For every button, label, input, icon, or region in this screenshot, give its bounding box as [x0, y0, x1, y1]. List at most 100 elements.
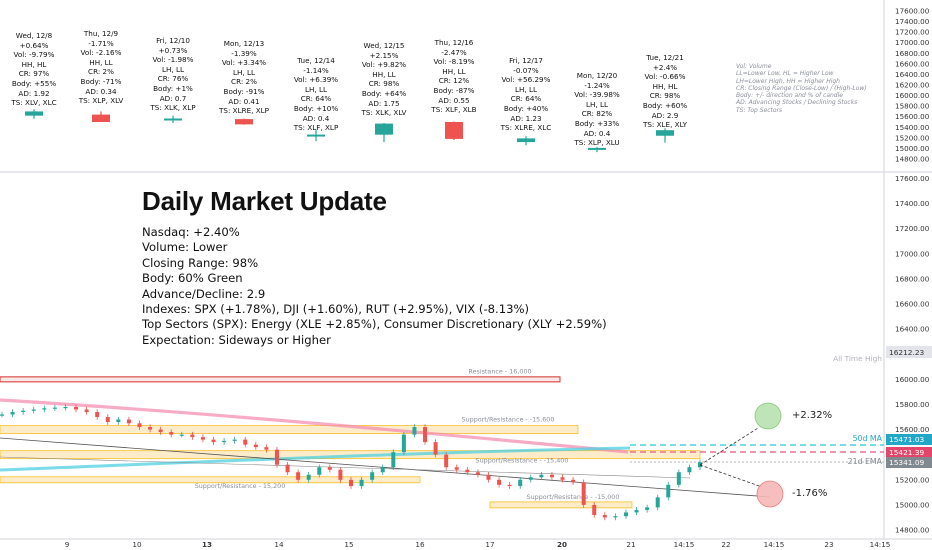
day-annotation-line: -0.07%	[513, 65, 539, 75]
day-annotation-line: HH, LL	[89, 57, 113, 67]
intraday-candle-body	[148, 427, 153, 430]
intraday-candle-body	[507, 484, 512, 487]
day-annotation-line: Vol: -0.66%	[644, 72, 686, 82]
day-annotation-line: AD: 0.41	[228, 96, 260, 106]
x-tick-label: 16	[415, 540, 425, 549]
y-tick-label: 15600.00	[895, 425, 930, 434]
day-annotation-line: Body: +40%	[503, 103, 549, 113]
day-annotation-line: AD: 0.4	[302, 113, 330, 123]
ma50-line	[0, 446, 631, 472]
day-annotation-line: Vol: -9.79%	[13, 50, 55, 60]
day-annotation-line: +0.64%	[19, 40, 49, 50]
day-annotation-line: AD: 0.34	[85, 86, 117, 96]
legend-notes: Vol: Volume LL=Lower Low, HL = Higher Lo…	[736, 63, 867, 114]
intraday-candle-body	[676, 472, 681, 485]
day-annotation-line: AD: 0.4	[583, 128, 611, 138]
intraday-candle-body	[158, 429, 163, 433]
day-annotation-line: Fri, 12/17	[509, 56, 543, 65]
day-annotation-line: Vol: +3.34%	[221, 58, 267, 68]
y-tick-label: 16800.00	[895, 274, 930, 283]
day-annotation-line: LH, LL	[233, 67, 255, 77]
y-tick-label: 14800.00	[895, 526, 930, 535]
support-zone	[489, 501, 633, 509]
legend-line: Body: +/- direction and % of candle	[736, 92, 843, 100]
y-tick-label: 17200.00	[895, 28, 930, 37]
daily-candle-body	[164, 118, 182, 121]
update-line: Body: 60% Green	[142, 271, 243, 286]
all-time-high-value: 16212.23	[889, 348, 925, 357]
intraday-candle-body	[84, 409, 89, 412]
day-annotation-line: AD: 1.75	[368, 98, 400, 108]
intraday-candle-body	[232, 439, 237, 441]
intraday-candle-body	[211, 439, 216, 443]
projection-up-circle	[754, 402, 782, 430]
day-annotation-line: TS: XLF, XLP	[293, 123, 339, 133]
projection-down-label: -1.76%	[792, 488, 827, 499]
x-tick-label: 15	[344, 540, 353, 549]
ma-name-label: 50d MA	[853, 434, 883, 443]
day-annotation-line: Body: +10%	[293, 103, 339, 113]
intraday-candle-body	[222, 440, 227, 443]
day-annotation-line: Mon, 12/13	[223, 39, 265, 48]
day-annotation-line: CR: 64%	[300, 94, 332, 104]
projection-up-arrow	[699, 427, 759, 466]
intraday-candle-body	[349, 479, 353, 487]
intraday-candle-body	[63, 406, 68, 409]
level-label: Support/Resistance - -15,400	[476, 457, 569, 465]
intraday-candle-body	[666, 484, 671, 498]
day-annotation-line: -1.39%	[231, 48, 257, 58]
y-tick-label: 17000.00	[895, 38, 930, 47]
daily-candle-body	[25, 111, 43, 116]
day-annotation-line: TS: XLF, XLB	[431, 105, 477, 115]
x-tick-label: 17	[485, 540, 494, 549]
intraday-candle-body	[31, 409, 36, 411]
intraday-candle-body	[137, 423, 142, 428]
daily-candle-body	[445, 122, 463, 139]
intraday-candle-body	[253, 444, 258, 448]
day-annotation-line: Body: +1%	[153, 83, 193, 93]
intraday-candle-body	[126, 419, 131, 424]
day-annotation-line: Body: +60%	[642, 100, 688, 110]
intraday-candle-body	[571, 479, 576, 483]
day-annotation: Wed, 12/15 +2.15% Vol: +9.82% HH, LL CR: 98%…	[344, 41, 424, 118]
day-annotation-line: -1.71%	[88, 38, 114, 48]
day-annotation-line: CR: 97%	[18, 69, 50, 79]
all-time-high-tag	[886, 346, 932, 358]
intraday-candle-body	[444, 454, 449, 468]
daily-candle-body	[235, 119, 253, 125]
intraday-candle-body	[105, 417, 110, 423]
day-annotation-line: Vol: +9.82%	[361, 60, 407, 70]
intraday-candle-body	[74, 406, 79, 410]
y-tick-label: 16000.00	[895, 375, 930, 384]
day-annotation-line: Thu, 12/9	[83, 29, 119, 38]
projection-down-arrow	[699, 464, 763, 488]
y-tick-label: 15800.00	[895, 102, 930, 111]
intraday-candle-body	[370, 472, 375, 480]
y-tick-label: 15200.00	[895, 475, 930, 484]
y-tick-label: 17400.00	[895, 199, 930, 208]
day-annotation-line: LH, LL	[305, 84, 327, 94]
legend-line: CR: Closing Range (Close-Low) / (High-Lo…	[736, 84, 867, 92]
day-annotation-line: Vol: +56.29%	[501, 75, 551, 85]
daily-candle-body	[656, 130, 674, 136]
intraday-candle-body	[549, 474, 554, 478]
day-annotation-line: AD: 2.9	[651, 110, 679, 120]
day-annotation-line: AD: 0.55	[438, 95, 470, 105]
y-tick-label: 15200.00	[895, 133, 930, 142]
intraday-candle-body	[539, 474, 544, 478]
day-annotation: Fri, 12/10 +0.73% Vol: -1.98% LH, LL CR: 76%…	[133, 36, 213, 113]
intraday-candle-body	[21, 410, 26, 412]
intraday-candle-body	[327, 467, 332, 470]
intraday-candle-body	[190, 434, 195, 438]
day-annotation-line: Body: +33%	[574, 118, 620, 128]
intraday-candle-body	[401, 434, 406, 453]
day-annotation-line: CR: 98%	[649, 91, 681, 101]
day-annotation-line: TS: XLP, XLU	[574, 138, 620, 148]
intraday-candle-body	[412, 427, 417, 435]
ma-name-label: 21d EMA	[848, 457, 883, 466]
intraday-candle-body	[359, 479, 364, 487]
trendline	[0, 456, 691, 479]
day-annotation-line: -1.24%	[584, 80, 610, 90]
intraday-candle-body	[243, 439, 248, 445]
day-annotation-line: Vol: -2.16%	[80, 48, 122, 58]
